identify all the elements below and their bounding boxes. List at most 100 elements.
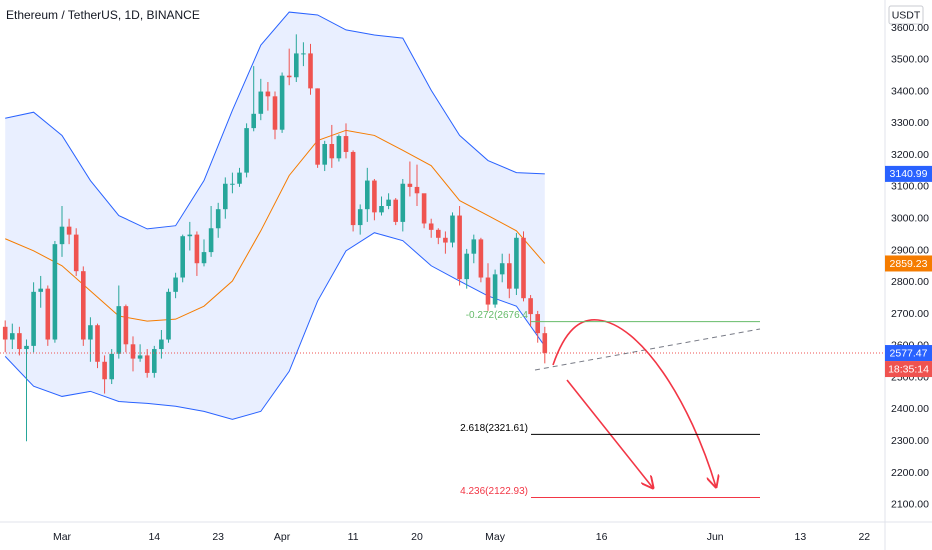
- candle-body: [10, 333, 15, 340]
- price-label-box: [885, 255, 932, 272]
- x-tick-label: 20: [411, 531, 423, 543]
- band-line: [5, 11, 545, 230]
- candle-body: [343, 136, 349, 152]
- candle-body: [450, 215, 455, 243]
- candle-body: [443, 237, 448, 243]
- x-tick-label: 11: [348, 531, 359, 543]
- candle-body: [315, 88, 320, 165]
- y-tick-label: 2400.00: [891, 403, 929, 415]
- candle-body: [194, 234, 200, 264]
- candle-body: [457, 215, 462, 280]
- chart-title: Ethereum / TetherUS, 1D, BINANCE: [6, 8, 200, 22]
- price-label: 2577.47: [890, 347, 928, 359]
- price-label: 2859.23: [890, 258, 928, 270]
- y-tick-label: 3100.00: [891, 181, 929, 193]
- candle-body: [116, 306, 122, 354]
- candle-body: [272, 96, 278, 130]
- candle-body: [102, 361, 107, 380]
- candle-body: [478, 239, 484, 278]
- price-label: 3140.99: [890, 168, 928, 180]
- x-tick-label: 23: [212, 531, 224, 543]
- y-tick-label: 3600.00: [891, 22, 929, 34]
- candle-body: [357, 209, 363, 226]
- fib-level-label: 2.618(2321.61): [460, 423, 528, 434]
- candle-body: [514, 237, 519, 289]
- candle-body: [159, 339, 164, 350]
- candle-body: [31, 291, 36, 346]
- countdown-box: [885, 361, 932, 378]
- candle-body: [407, 183, 413, 187]
- y-tick-label: 2900.00: [891, 244, 929, 256]
- band-line: [4, 232, 546, 420]
- candle-body: [329, 144, 335, 159]
- x-tick-label: 22: [858, 531, 870, 543]
- candle-body: [215, 209, 221, 229]
- candle-body: [109, 353, 114, 380]
- candle-body: [279, 75, 285, 130]
- candle-body: [123, 306, 129, 345]
- candle-body: [436, 229, 441, 238]
- candle-body: [400, 183, 406, 222]
- candle-body: [208, 228, 214, 253]
- y-tick-label: 3200.00: [891, 149, 929, 161]
- candle-body: [350, 151, 356, 226]
- candle-body: [301, 53, 306, 55]
- candle-body: [17, 333, 22, 350]
- candle-body: [286, 75, 292, 78]
- candle-body: [24, 345, 29, 350]
- y-tick-label: 3500.00: [891, 54, 929, 66]
- x-tick-label: Mar: [53, 531, 72, 543]
- plot-area: [0, 11, 885, 442]
- candle-body: [294, 53, 299, 78]
- projection-arrow: [552, 319, 716, 487]
- candle-body: [258, 91, 264, 114]
- candle-body: [223, 183, 228, 210]
- candle-body: [251, 113, 256, 129]
- band-fill: [5, 12, 545, 420]
- candle-body: [237, 172, 242, 184]
- overlay: -0.272(2676.4 2.618(2321.61) 4.236(2122.93…: [460, 310, 760, 499]
- candle-body: [201, 252, 207, 264]
- candle-body: [66, 226, 72, 235]
- x-tick-label: Apr: [274, 531, 291, 543]
- trend-line: [534, 328, 761, 371]
- candle-body: [365, 180, 370, 210]
- candle-body: [386, 199, 391, 207]
- countdown: 18:35:14: [888, 363, 929, 375]
- y-tick-label: 2700.00: [891, 308, 929, 320]
- y-tick-label: 3400.00: [891, 85, 929, 97]
- candle-body: [244, 128, 249, 173]
- candle-body: [2, 326, 8, 340]
- candle-body: [166, 291, 171, 340]
- candle-body: [471, 239, 477, 254]
- candle-body: [173, 277, 178, 292]
- x-tick-label: 14: [148, 531, 160, 543]
- candle-body: [38, 288, 43, 292]
- candle-body: [336, 136, 342, 159]
- candle-body: [52, 244, 58, 340]
- candle-body: [464, 253, 469, 280]
- candle-body: [379, 206, 384, 213]
- candle-body: [308, 53, 313, 89]
- candle-body: [95, 325, 100, 362]
- y-tick-label: 2100.00: [891, 499, 929, 511]
- candle-body: [137, 355, 143, 359]
- candle-body: [73, 234, 79, 272]
- y-tick-label: 2800.00: [891, 276, 929, 288]
- price-label-box: [885, 345, 932, 362]
- candle-body: [152, 349, 157, 373]
- candle-body: [521, 237, 526, 299]
- candle-body: [144, 355, 150, 373]
- candle-body: [507, 263, 512, 289]
- candle-body: [535, 314, 540, 334]
- candle-body: [485, 277, 491, 305]
- band-line: [5, 129, 546, 322]
- candle-body: [528, 298, 533, 315]
- y-tick-label: 2300.00: [891, 435, 929, 447]
- candle-body: [421, 193, 427, 224]
- candle-body: [45, 288, 51, 340]
- candle-body: [130, 344, 136, 359]
- candle-body: [180, 236, 185, 278]
